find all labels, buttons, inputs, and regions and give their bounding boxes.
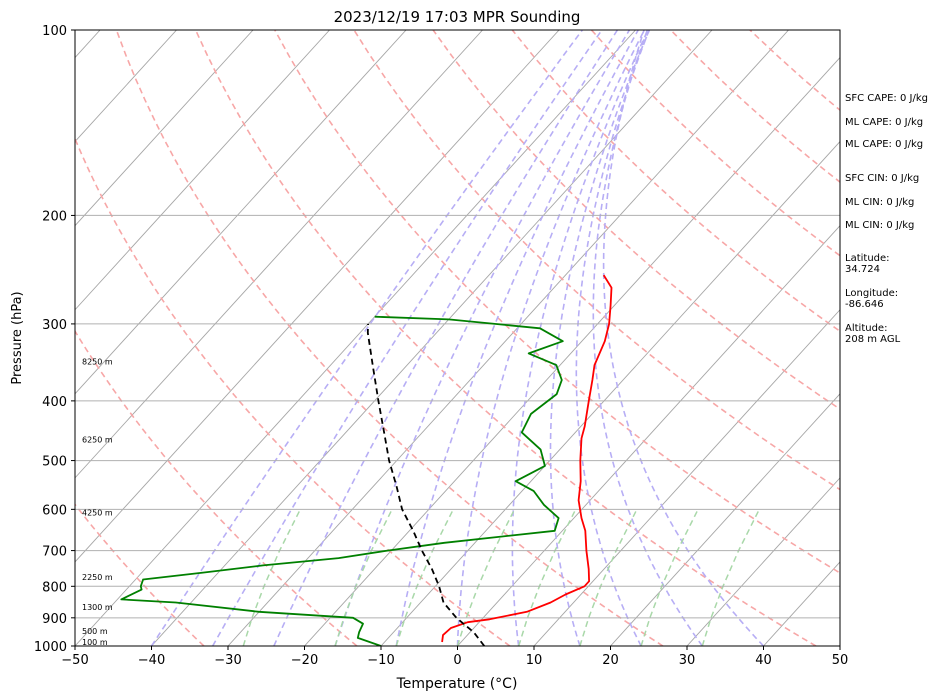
moist-adiabat-line xyxy=(395,30,639,646)
isotherm-line xyxy=(75,30,254,227)
moist-adiabat-line xyxy=(273,30,619,646)
x-tick-label: −30 xyxy=(214,653,241,668)
dry-adiabat-line xyxy=(194,30,817,646)
y-tick-label: 400 xyxy=(42,395,67,410)
dry-adiabat-line xyxy=(75,136,511,646)
mixing-ratio-line xyxy=(701,508,760,646)
isotherm-line xyxy=(380,140,840,646)
mixing-ratio-line xyxy=(517,508,577,646)
height-labels: 8250 m 6250 m 4250 m 2250 m 1300 m 500 m 100 m xyxy=(82,357,113,647)
pressure-gridlines xyxy=(75,29,840,647)
mixing-ratio-line xyxy=(456,508,516,646)
x-axis-ticks: −50 −40 −30 −20 −10 0 10 20 30 40 50 xyxy=(61,646,848,668)
isotherm-line xyxy=(227,30,789,646)
x-tick-label: 50 xyxy=(832,653,849,668)
isotherm-line xyxy=(686,477,840,646)
y-tick-label: 900 xyxy=(42,612,67,627)
parcel-path-line xyxy=(366,323,486,646)
x-tick-label: 40 xyxy=(755,653,772,668)
longitude-label: Longitude: -86.646 xyxy=(845,288,899,310)
temperature-line xyxy=(441,274,613,643)
y-tick-label: 200 xyxy=(42,209,67,224)
ml-cin-label: ML CIN: 0 J/kg xyxy=(845,197,915,208)
height-label: 4250 m xyxy=(82,508,113,517)
mixing-ratio-line xyxy=(640,508,699,646)
dry-adiabat-line xyxy=(115,30,664,646)
x-tick-label: 20 xyxy=(602,653,619,668)
x-tick-label: −50 xyxy=(61,653,88,668)
altitude-label: Altitude: 208 m AGL xyxy=(845,323,901,345)
isotherm-line xyxy=(75,30,636,646)
x-axis-label: Temperature (°C) xyxy=(396,676,518,692)
dry-adiabat-line xyxy=(75,329,358,646)
ml-cin-label-2: ML CIN: 0 J/kg xyxy=(845,220,915,231)
isotherm-line xyxy=(304,56,840,646)
moist-adiabat-line xyxy=(511,30,649,646)
isotherm-line xyxy=(75,30,560,563)
x-tick-label: −40 xyxy=(138,653,165,668)
height-label: 100 m xyxy=(82,638,108,647)
height-label: 2250 m xyxy=(82,573,113,582)
plot-frame xyxy=(74,29,841,647)
dewpoint-line xyxy=(120,315,564,646)
x-tick-label: −10 xyxy=(367,653,394,668)
dry-adiabat-line xyxy=(511,30,840,333)
isotherm-line xyxy=(610,393,840,646)
height-label: 500 m xyxy=(82,627,108,636)
y-tick-label: 800 xyxy=(42,580,67,595)
isotherm-line xyxy=(533,309,840,646)
sounding-series xyxy=(120,274,613,646)
x-tick-label: 10 xyxy=(526,653,543,668)
y-axis-ticks: 100 200 300 400 500 600 700 800 900 1000 xyxy=(34,24,75,655)
sfc-cape-label: SFC CAPE: 0 J/kg xyxy=(845,93,928,104)
x-tick-label: 30 xyxy=(679,653,696,668)
x-tick-label: −20 xyxy=(291,653,318,668)
y-tick-label: 300 xyxy=(42,318,67,333)
x-tick-label: 0 xyxy=(453,653,461,668)
ml-cape-label-2: ML CAPE: 0 J/kg xyxy=(845,139,924,150)
chart-title: 2023/12/19 17:03 MPR Sounding xyxy=(334,8,581,26)
mixing-ratio-line xyxy=(395,508,454,646)
height-label: 8250 m xyxy=(82,357,113,366)
isotherm-line xyxy=(151,30,713,646)
y-tick-label: 600 xyxy=(42,503,67,518)
y-tick-label: 1000 xyxy=(34,640,67,655)
mixing-ratio-line xyxy=(334,508,393,646)
y-tick-label: 100 xyxy=(42,24,67,39)
y-tick-label: 500 xyxy=(42,455,67,470)
ml-cape-label: ML CAPE: 0 J/kg xyxy=(845,117,924,128)
dry-adiabat-line xyxy=(75,503,205,646)
moist-adiabat-line xyxy=(456,30,646,646)
isotherm-line xyxy=(457,225,840,646)
isotherm-line xyxy=(75,30,483,479)
sfc-cin-label: SFC CIN: 0 J/kg xyxy=(845,173,920,184)
latitude-label: Latitude: 34.724 xyxy=(845,253,890,275)
y-tick-label: 700 xyxy=(42,545,67,560)
isotherm-line xyxy=(75,30,407,395)
isotherm-line xyxy=(75,30,177,143)
moist-adiabat-line xyxy=(549,30,651,646)
isotherm-line xyxy=(75,30,330,311)
moist-adiabat-line xyxy=(575,30,650,646)
height-label: 6250 m xyxy=(82,435,113,444)
background-lines xyxy=(75,30,840,646)
moist-adiabat-line xyxy=(592,30,703,646)
height-label: 1300 m xyxy=(82,603,113,612)
moist-adiabat-line xyxy=(212,30,603,646)
y-axis-label: Pressure (hPa) xyxy=(10,291,25,384)
mixing-ratio-line xyxy=(242,508,301,646)
